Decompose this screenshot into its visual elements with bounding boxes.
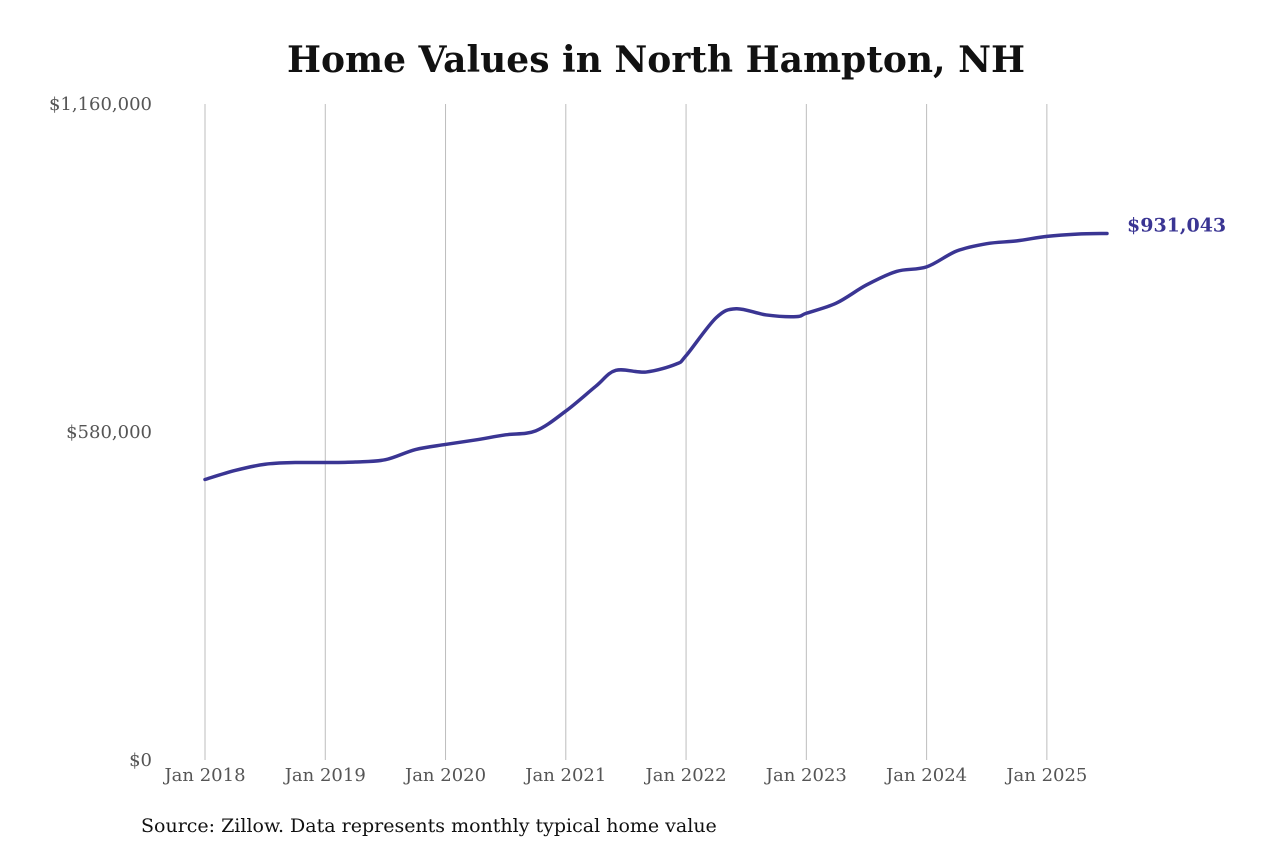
x-tick-label: Jan 2022 [644,765,727,786]
y-tick-label: $580,000 [66,422,152,443]
end-label-group: $931,043 [1127,214,1226,236]
series-group [203,231,1109,482]
gridlines [204,104,1048,760]
y-tick-label: $1,160,000 [49,94,152,115]
y-tick-label: $0 [129,750,152,771]
x-axis-tick-labels: Jan 2018 Jan 2019 Jan 2020 Jan 2021 Jan 2022… [162,765,1087,786]
x-tick-label: Jan 2021 [523,765,606,786]
x-tick-label: Jan 2025 [1004,765,1087,786]
end-value-label: $931,043 [1127,214,1226,236]
x-tick-label: Jan 2024 [884,765,967,786]
series-line [203,231,1109,482]
source-note: Source: Zillow. Data represents monthly … [141,815,717,837]
x-tick-label: Jan 2023 [764,765,847,786]
x-tick-label: Jan 2019 [283,765,366,786]
y-axis-tick-labels: $0 $580,000 $1,160,000 [49,94,152,771]
chart-title: Home Values in North Hampton, NH [287,39,1025,81]
x-tick-label: Jan 2020 [403,765,486,786]
x-tick-label: Jan 2018 [162,765,245,786]
